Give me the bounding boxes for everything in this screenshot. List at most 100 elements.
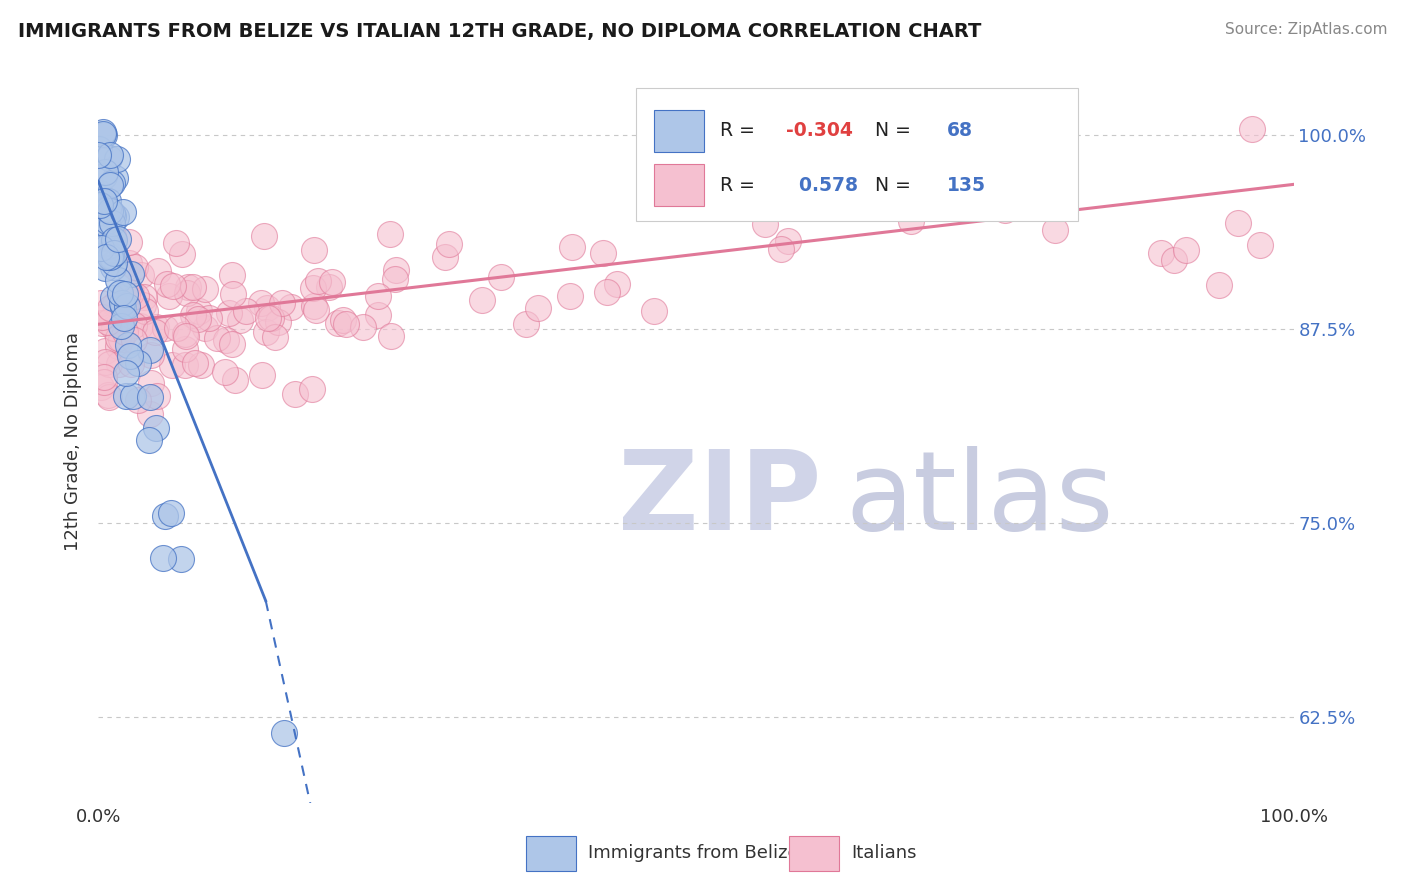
Point [198,311,221,326]
Text: Immigrants from Belize: Immigrants from Belize [589,845,799,863]
Point [471,293,494,307]
Text: atlas: atlas [845,446,1114,553]
Point [94,343,117,358]
Point [89,223,111,237]
Point [155,509,177,524]
Point [97,202,120,216]
Point [100,249,122,263]
Point [304,243,326,257]
Point [94,202,117,217]
Point [770,242,793,256]
Point [93,376,115,390]
Point [273,726,295,740]
Point [112,310,135,325]
Point [108,286,131,301]
Point [97,194,120,209]
Point [221,286,243,301]
Point [91,128,114,142]
Point [107,331,129,345]
Point [105,152,128,166]
Point [93,128,115,142]
Point [124,260,146,274]
Point [253,228,276,243]
Point [1174,243,1197,257]
Point [606,277,628,291]
Point [143,325,166,339]
Point [778,234,800,248]
Point [1249,238,1271,252]
Point [87,143,110,157]
Text: N =: N = [876,121,917,140]
Point [103,228,125,243]
Point [110,332,132,346]
Point [301,382,323,396]
Point [384,271,406,285]
Point [98,148,121,162]
Point [174,326,197,341]
Point [174,358,197,372]
Point [89,198,111,212]
Point [120,267,142,281]
Point [138,433,160,447]
Point [305,303,328,318]
FancyBboxPatch shape [654,110,704,153]
Point [97,315,120,329]
Point [256,301,278,315]
Point [218,306,240,320]
Point [89,194,111,208]
Point [139,390,162,404]
Point [254,325,277,339]
Point [378,227,401,241]
Point [127,356,149,370]
Point [187,311,209,326]
Point [93,355,115,369]
Point [96,250,118,264]
Point [101,176,124,190]
Point [170,247,193,261]
Point [125,289,148,303]
Point [139,408,162,422]
Point [592,245,614,260]
Point [129,319,152,334]
Point [352,320,374,334]
Point [367,308,389,322]
Point [384,263,406,277]
Point [173,342,195,356]
Point [302,281,325,295]
Point [177,280,200,294]
Point [127,392,149,407]
Point [900,213,922,227]
Point [107,339,129,353]
Point [110,319,132,334]
FancyBboxPatch shape [789,836,839,871]
Point [250,368,273,382]
Point [90,231,112,245]
FancyBboxPatch shape [526,836,576,871]
Point [98,178,121,192]
Point [115,389,138,403]
Point [527,301,550,315]
Point [114,286,136,301]
Point [108,357,131,371]
Point [228,313,250,327]
Point [437,236,460,251]
Point [302,299,325,313]
Text: 135: 135 [948,176,986,194]
Point [111,296,134,310]
Point [754,217,776,231]
Point [111,300,134,314]
Point [103,233,125,247]
Point [267,316,290,330]
Point [145,421,167,435]
Point [89,241,111,255]
Point [335,318,357,332]
Point [260,310,283,325]
Point [93,370,115,384]
Point [94,260,117,275]
Point [190,359,212,373]
Point [118,349,141,363]
Point [434,250,457,264]
Point [183,280,205,294]
Point [284,387,307,401]
Point [114,366,136,380]
